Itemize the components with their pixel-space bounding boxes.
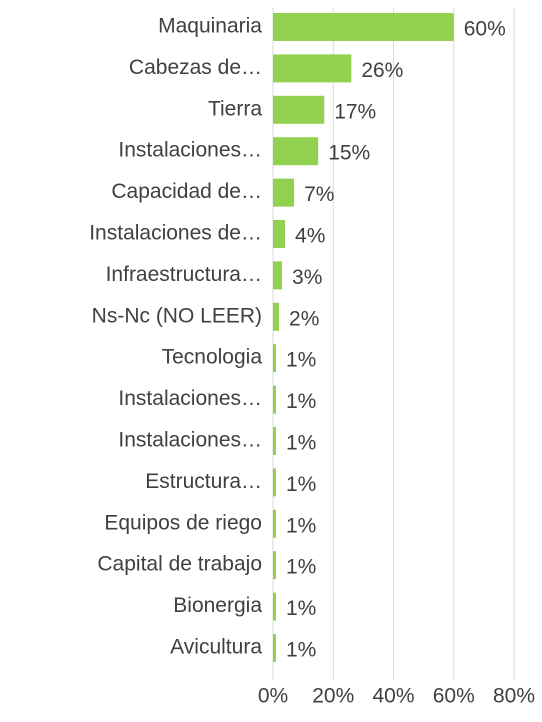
x-tick-label: 20%: [312, 685, 354, 708]
value-label: 4%: [295, 225, 325, 248]
value-label: 1%: [286, 349, 316, 372]
value-label: 3%: [292, 266, 322, 289]
y-tick-label: Capacidad de…: [111, 180, 262, 203]
bar: [273, 137, 319, 166]
bar: [273, 54, 352, 83]
bar: [273, 178, 295, 207]
y-tick-label: Tierra: [208, 97, 262, 120]
bar: [273, 261, 283, 290]
value-label: 7%: [304, 183, 334, 206]
y-tick-label: Instalaciones…: [118, 429, 262, 452]
y-tick-label: Ns-Nc (NO LEER): [92, 304, 262, 327]
value-label: 2%: [289, 307, 319, 330]
value-label: 1%: [286, 390, 316, 413]
y-tick-label: Tecnologia: [162, 346, 263, 369]
y-tick-label: Instalaciones…: [118, 387, 262, 410]
x-tick-label: 40%: [372, 685, 414, 708]
y-tick-label: Instalaciones de…: [89, 222, 262, 245]
value-label: 1%: [286, 514, 316, 537]
bar: [273, 468, 277, 497]
bar: [273, 302, 280, 331]
bar: [273, 13, 454, 41]
bar: [273, 385, 277, 414]
value-label: 1%: [286, 432, 316, 455]
y-tick-label: Maquinaria: [158, 15, 262, 38]
bar: [273, 95, 325, 124]
bar: [273, 220, 286, 248]
y-tick-label: Instalaciones…: [118, 139, 262, 162]
x-tick-label: 80%: [493, 685, 535, 708]
value-label: 60%: [464, 18, 506, 41]
value-label: 1%: [286, 597, 316, 620]
y-tick-label: Bionergia: [173, 594, 262, 617]
y-tick-label: Avicultura: [170, 636, 262, 659]
value-label: 15%: [328, 142, 370, 165]
value-label: 1%: [286, 556, 316, 579]
y-tick-label: Cabezas de…: [129, 56, 262, 79]
bar: [273, 509, 277, 538]
value-label: 1%: [286, 473, 316, 496]
bar: [273, 344, 277, 373]
x-tick-label: 60%: [433, 685, 475, 708]
bar: [273, 427, 277, 455]
y-tick-label: Infraestructura…: [106, 263, 262, 286]
y-tick-label: Capital de trabajo: [97, 553, 262, 576]
bar: [273, 551, 277, 580]
bar: [273, 592, 277, 621]
bar: [273, 634, 277, 662]
x-tick-label: 0%: [258, 685, 288, 708]
y-tick-label: Estructura…: [145, 470, 262, 493]
value-label: 1%: [286, 639, 316, 662]
y-tick-label: Equipos de riego: [104, 511, 262, 534]
value-label: 26%: [361, 59, 403, 82]
value-label: 17%: [334, 100, 376, 123]
